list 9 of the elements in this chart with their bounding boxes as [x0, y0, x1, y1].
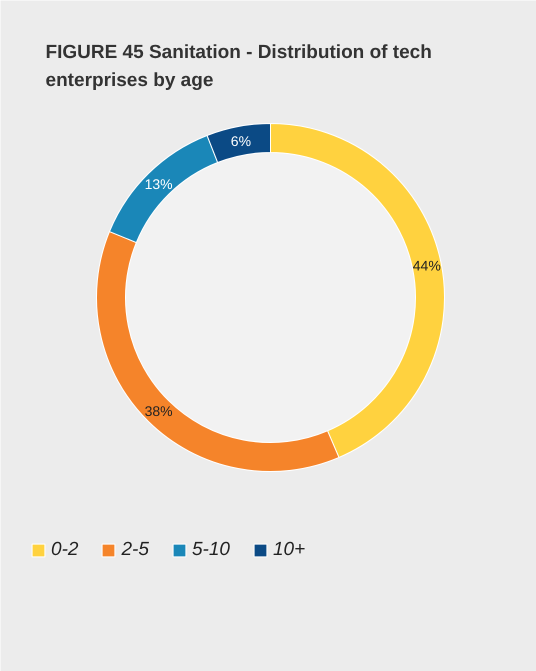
legend-label: 0-2 [51, 539, 78, 561]
legend-label: 5-10 [192, 539, 230, 561]
legend-label: 10+ [272, 539, 306, 561]
data-label: 44% [412, 257, 441, 274]
data-label: 13% [144, 176, 173, 192]
data-label: 6% [230, 132, 252, 149]
data-label: 38% [144, 403, 173, 420]
chart-title: FIGURE 45 Sanitation - Distribution of tech enterprises by age [46, 42, 432, 91]
legend-label: 2-5 [121, 539, 149, 561]
